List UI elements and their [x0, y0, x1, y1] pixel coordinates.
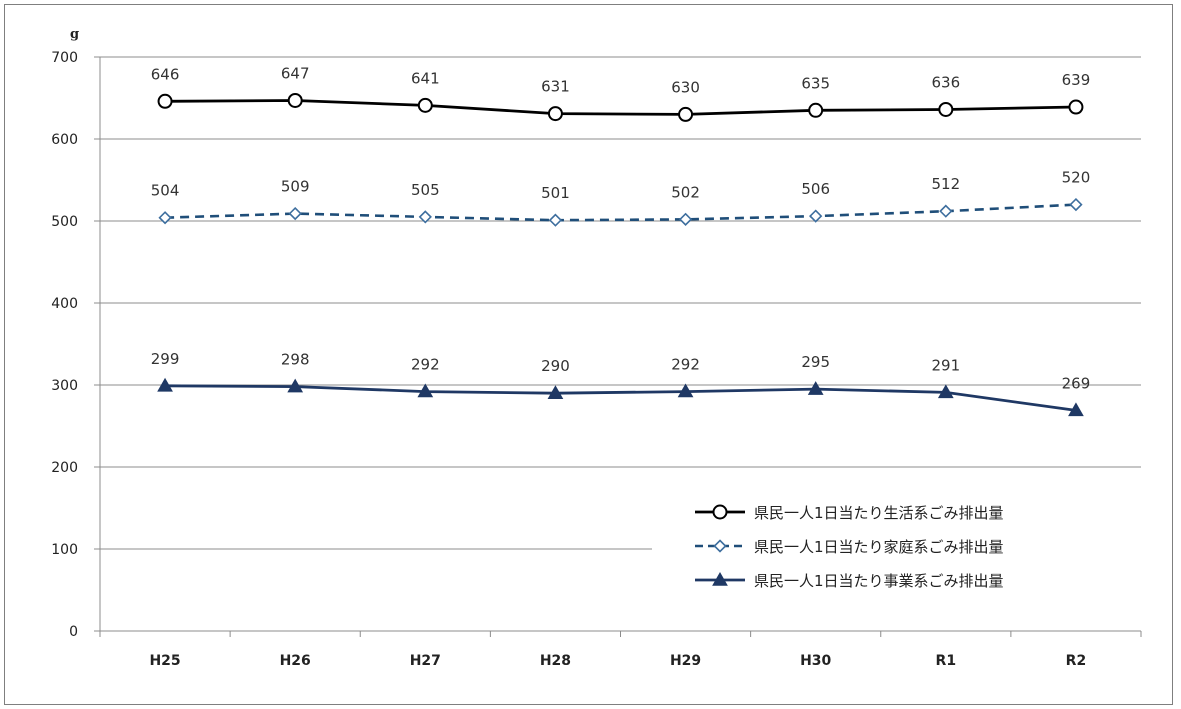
data-point	[938, 101, 954, 117]
data-label: 504	[151, 182, 180, 200]
data-point	[1068, 402, 1084, 417]
data-point	[808, 102, 824, 118]
y-tick-label: 400	[51, 296, 78, 312]
data-label: 512	[931, 175, 960, 193]
y-tick-label: 300	[51, 378, 78, 394]
legend-label: 県民一人1日当たり生活系ごみ排出量	[754, 504, 1004, 522]
x-tick-label: R1	[936, 653, 957, 669]
data-point	[678, 212, 693, 226]
data-label: 295	[801, 353, 830, 371]
data-point	[418, 210, 432, 224]
data-point	[677, 383, 694, 398]
x-tick-label: H28	[540, 653, 571, 669]
data-point	[547, 385, 564, 399]
series-3	[157, 377, 1084, 417]
data-point	[548, 213, 563, 227]
series-line	[165, 203, 1076, 222]
y-tick-label: 600	[51, 132, 78, 148]
data-point	[158, 211, 172, 225]
data-label: 298	[281, 351, 310, 369]
data-point	[1068, 99, 1084, 115]
data-label: 636	[931, 73, 960, 91]
data-label: 505	[411, 181, 440, 199]
y-tick-label: 100	[51, 542, 78, 558]
data-label: 647	[281, 64, 310, 82]
legend-marker	[712, 504, 728, 520]
series-line	[165, 384, 1077, 412]
y-tick-label: 200	[51, 460, 78, 476]
x-tick-label: H26	[280, 653, 311, 669]
data-labels: 646 647 641 631 630 635 636 639 504 509 505 501 502 5…	[151, 64, 1091, 392]
data-label: 269	[1062, 374, 1091, 392]
data-point	[287, 92, 303, 108]
data-point	[288, 206, 302, 221]
x-tick-label: R2	[1066, 653, 1087, 669]
legend-label: 県民一人1日当たり事業系ごみ排出量	[754, 572, 1004, 590]
x-tick-label: H27	[410, 653, 441, 669]
data-point	[678, 106, 694, 122]
y-tick-label: 0	[69, 624, 78, 640]
data-point	[417, 97, 433, 113]
legend-entry: 県民一人1日当たり事業系ごみ排出量	[695, 571, 1004, 590]
series	[157, 92, 1084, 417]
x-tick-label: H30	[800, 653, 831, 669]
chart-frame	[4, 4, 1173, 705]
data-point	[417, 383, 434, 398]
data-label: 502	[671, 183, 700, 201]
y-tick-label: 500	[51, 214, 78, 230]
legend: 県民一人1日当たり生活系ごみ排出量県民一人1日当たり家庭系ごみ排出量県民一人1日…	[695, 504, 1004, 590]
data-label: 292	[411, 356, 440, 374]
legend-marker	[712, 571, 728, 586]
data-label: 501	[541, 184, 570, 202]
data-label: 506	[801, 180, 830, 198]
data-point	[157, 377, 173, 392]
data-point	[157, 93, 173, 109]
y-axis-unit-label: g	[70, 27, 79, 42]
y-tick-label: 700	[51, 50, 78, 66]
x-tick-label: H25	[149, 653, 180, 669]
data-label: 641	[411, 69, 440, 87]
data-label: 520	[1062, 169, 1091, 187]
data-label: 290	[541, 357, 570, 375]
data-label: 646	[151, 65, 180, 83]
legend-entry: 県民一人1日当たり家庭系ごみ排出量	[695, 538, 1004, 556]
x-tick-label: H29	[670, 653, 701, 669]
data-point	[547, 106, 563, 122]
data-label: 635	[801, 74, 830, 92]
data-point	[807, 381, 824, 395]
data-point	[937, 384, 954, 399]
data-label: 292	[671, 356, 700, 374]
data-point	[809, 209, 823, 223]
data-label: 509	[281, 178, 310, 196]
series-line	[165, 99, 1076, 116]
series-1	[157, 92, 1084, 122]
data-point	[1069, 197, 1083, 212]
legend-label: 県民一人1日当たり家庭系ごみ排出量	[754, 538, 1004, 556]
data-label: 631	[541, 78, 570, 96]
data-point	[939, 204, 953, 218]
legend-marker	[713, 539, 727, 553]
data-label: 299	[151, 350, 180, 368]
legend-entry: 県民一人1日当たり生活系ごみ排出量	[695, 504, 1004, 522]
axes: 0 100 200 300 400 500 600 700 g H25 H26 H27 H28 H29 H3…	[51, 27, 1142, 669]
series-2	[158, 197, 1083, 227]
data-label: 639	[1062, 71, 1091, 89]
data-label: 630	[671, 78, 700, 96]
gridlines	[100, 56, 1141, 550]
data-label: 291	[931, 356, 960, 374]
data-point	[287, 378, 304, 393]
